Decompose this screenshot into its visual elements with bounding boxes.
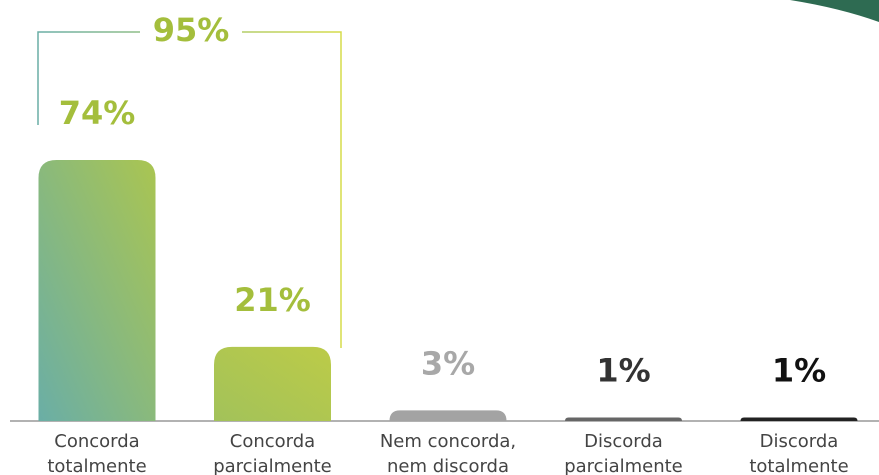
bracket: [37, 31, 342, 348]
x-tick-label: Discorda: [760, 431, 839, 452]
x-tick-label: nem discorda: [387, 456, 509, 475]
x-tick-label: Nem concorda,: [380, 431, 516, 452]
annotation: 95%: [153, 11, 230, 49]
bar: [389, 410, 507, 421]
value-label: 3%: [421, 344, 475, 382]
value-label: 74%: [59, 94, 136, 132]
bar: [38, 160, 156, 421]
x-tick-label: parcialmente: [564, 456, 683, 475]
bar: [214, 346, 331, 421]
value-label: 1%: [596, 351, 650, 389]
bar: [565, 417, 682, 421]
x-tick-label: totalmente: [749, 456, 848, 475]
decoration: [790, 0, 879, 22]
bar: [740, 417, 858, 421]
x-tick-label: Concorda: [54, 431, 139, 452]
x-tick-label: parcialmente: [213, 456, 332, 475]
x-tick-label: Discorda: [584, 431, 663, 452]
x-tick-label: totalmente: [47, 456, 146, 475]
value-label: 1%: [772, 351, 826, 389]
x-tick-label: Concorda: [230, 431, 315, 452]
value-label: 21%: [234, 281, 311, 319]
